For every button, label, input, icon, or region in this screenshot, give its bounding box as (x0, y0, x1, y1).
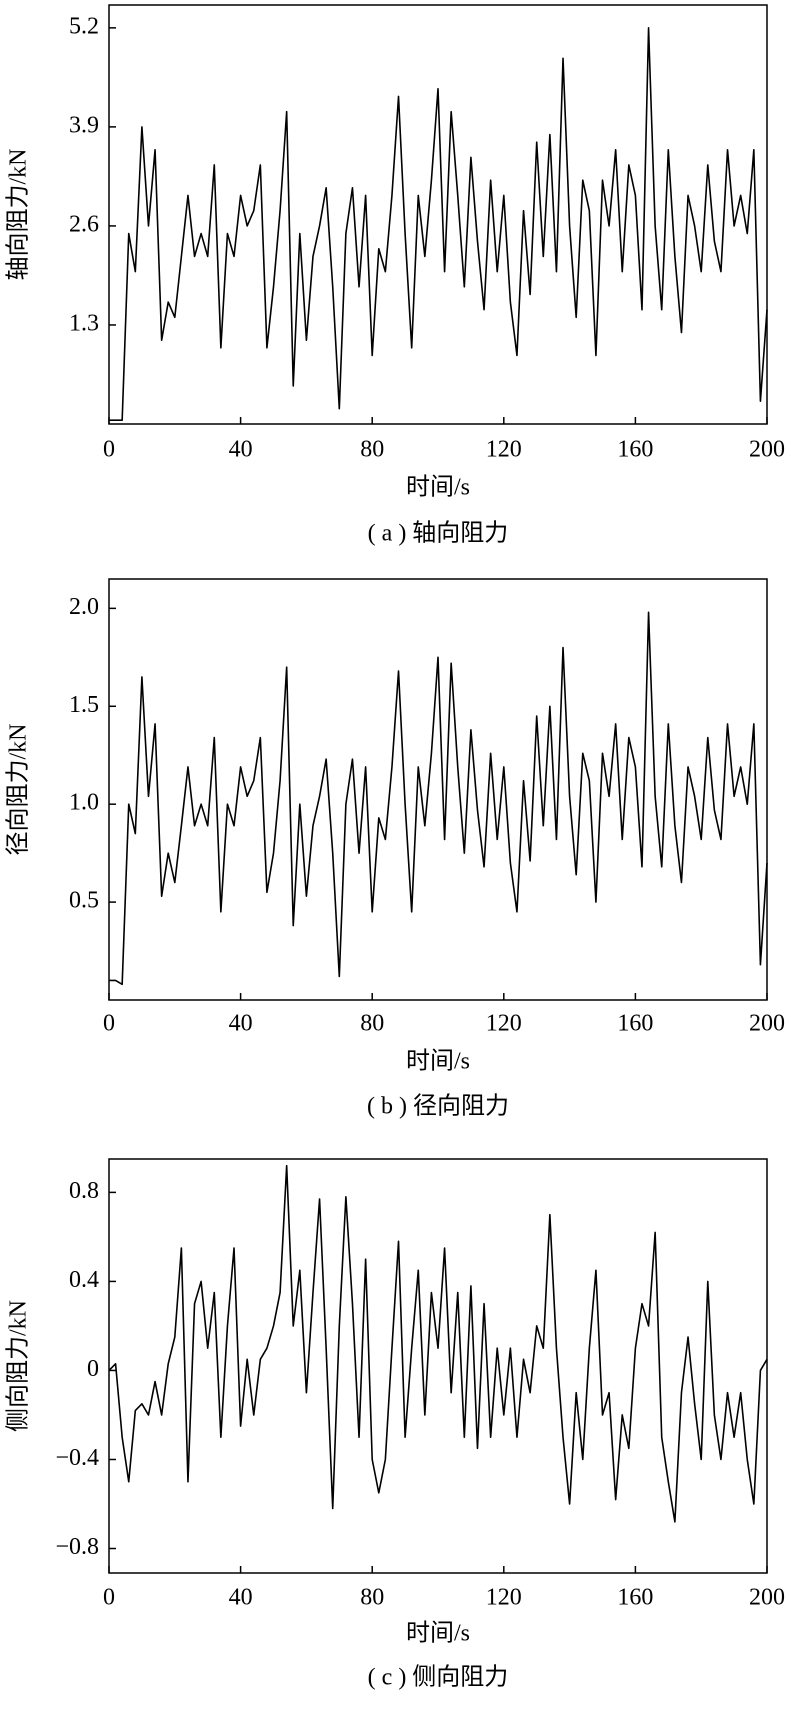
plot-frame (108, 1158, 768, 1574)
x-axis-title: 时间/s (406, 1620, 470, 1647)
x-tick-label: 40 (229, 1011, 253, 1037)
y-axis-title: 轴向阻力/kN (5, 149, 32, 281)
y-tick-label: 1.3 (69, 310, 99, 336)
x-tick-label: 160 (617, 1011, 653, 1037)
x-tick-label: 200 (749, 1585, 785, 1611)
x-tick-label: 0 (103, 1585, 115, 1611)
y-axis-title: 径向阻力/kN (5, 724, 32, 856)
chart-caption: ( c ) 侧向阻力 (368, 1664, 509, 1691)
x-tick-label: 120 (486, 1011, 522, 1037)
y-tick-label: 3.9 (69, 112, 99, 138)
x-tick-label: 80 (360, 1011, 384, 1037)
y-tick-label: 2.0 (69, 594, 99, 620)
x-tick-label: 160 (617, 437, 653, 463)
x-tick-label: 0 (103, 1011, 115, 1037)
y-tick-label: 1.0 (69, 790, 99, 816)
y-tick-label: 0.8 (69, 1178, 99, 1204)
plot-frame (108, 4, 768, 425)
y-tick-label: 5.2 (69, 13, 99, 39)
data-line (108, 1164, 768, 1523)
data-line (109, 27, 768, 421)
y-tick-label: 0.4 (69, 1267, 99, 1293)
y-tick-label: −0.8 (55, 1534, 99, 1560)
x-tick-label: 200 (749, 1011, 785, 1037)
x-axis-title: 时间/s (406, 474, 470, 501)
x-axis-title: 时间/s (406, 1048, 470, 1075)
y-tick-label: 2.6 (69, 211, 99, 237)
x-tick-label: 120 (486, 1585, 522, 1611)
data-line (109, 611, 768, 986)
y-axis-title: 侧向阻力/kN (5, 1300, 32, 1432)
x-tick-label: 80 (360, 437, 384, 463)
x-tick-label: 40 (229, 437, 253, 463)
chart-caption: ( b ) 径向阻力 (367, 1093, 509, 1120)
plot-frame (108, 578, 768, 1001)
y-tick-label: −0.4 (55, 1445, 99, 1471)
chart-caption: ( a ) 轴向阻力 (368, 520, 509, 547)
x-tick-label: 160 (617, 1585, 653, 1611)
y-tick-label: 0.5 (69, 888, 99, 914)
x-tick-label: 120 (486, 437, 522, 463)
x-tick-label: 40 (229, 1585, 253, 1611)
x-tick-label: 80 (360, 1585, 384, 1611)
x-tick-label: 200 (749, 437, 785, 463)
x-tick-label: 0 (103, 437, 115, 463)
y-tick-label: 0 (87, 1356, 99, 1382)
y-tick-label: 1.5 (69, 692, 99, 718)
